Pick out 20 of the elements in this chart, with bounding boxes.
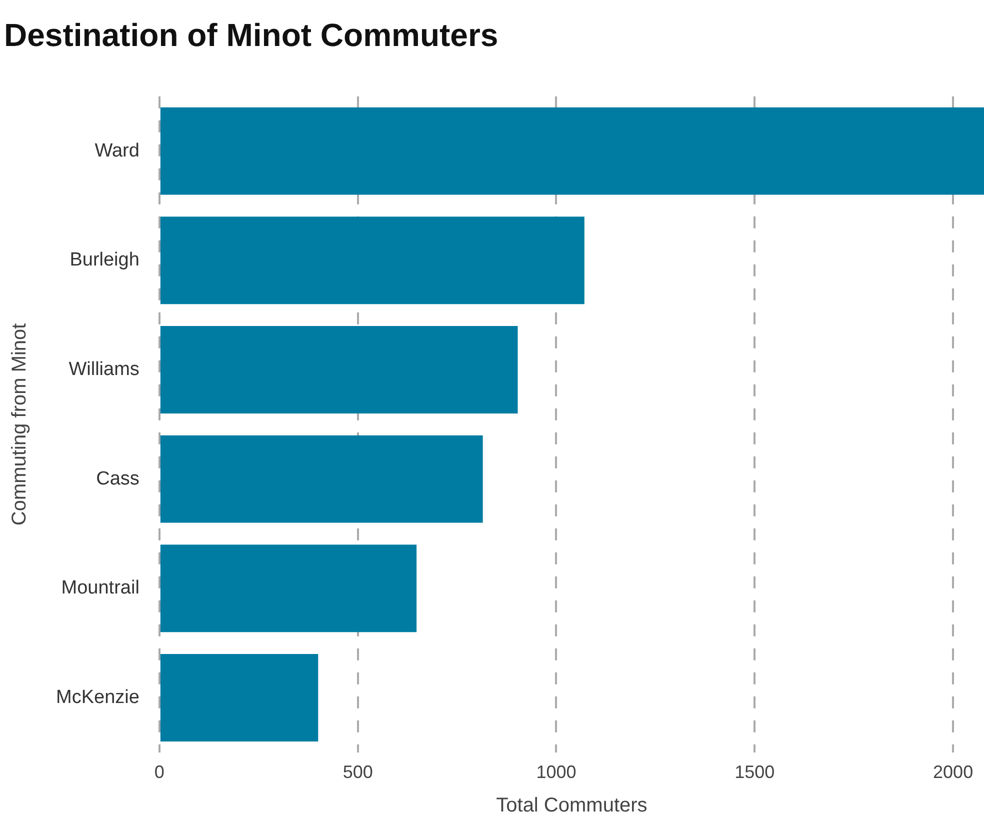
x-axis-title: Total Commuters xyxy=(496,794,648,817)
y-axis-title: Commuting from Minot xyxy=(8,322,31,526)
y-tick-label: McKenzie xyxy=(56,686,140,708)
chart-title: Destination of Minot Commuters xyxy=(4,17,498,54)
x-tick-label: 0 xyxy=(154,762,164,782)
x-tick-label: 2000 xyxy=(933,762,974,782)
bar xyxy=(160,544,417,632)
y-tick-label: Cass xyxy=(96,468,140,490)
x-tick-label: 500 xyxy=(342,762,373,782)
y-tick-label: Williams xyxy=(68,358,140,380)
bar xyxy=(160,107,984,195)
bar xyxy=(160,654,318,742)
bar xyxy=(160,326,518,414)
bar xyxy=(160,435,483,523)
y-tick-label: Burleigh xyxy=(70,250,140,271)
bar xyxy=(160,216,584,304)
y-tick-label: Mountrail xyxy=(61,578,140,599)
x-tick-label: 1000 xyxy=(536,762,576,782)
y-tick-label: Ward xyxy=(94,140,140,162)
x-tick-label: 1500 xyxy=(734,762,775,782)
